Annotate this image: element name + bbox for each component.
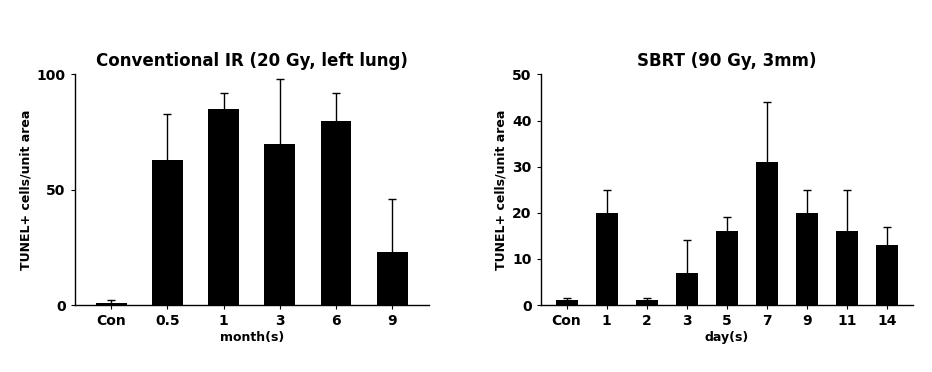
Bar xyxy=(716,231,738,305)
X-axis label: day(s): day(s) xyxy=(705,331,749,344)
Y-axis label: TUNEL+ cells/unit area: TUNEL+ cells/unit area xyxy=(495,109,508,270)
Bar xyxy=(876,245,898,305)
Bar xyxy=(836,231,858,305)
Bar xyxy=(596,213,618,305)
Y-axis label: TUNEL+ cells/unit area: TUNEL+ cells/unit area xyxy=(20,109,33,270)
Bar xyxy=(555,301,578,305)
Bar xyxy=(676,273,698,305)
Bar xyxy=(208,109,239,305)
Bar xyxy=(321,121,351,305)
Bar xyxy=(636,301,658,305)
Title: SBRT (90 Gy, 3mm): SBRT (90 Gy, 3mm) xyxy=(637,52,816,70)
Bar xyxy=(265,144,295,305)
X-axis label: month(s): month(s) xyxy=(220,331,283,344)
Bar xyxy=(377,252,407,305)
Bar xyxy=(96,303,127,305)
Bar xyxy=(796,213,818,305)
Title: Conventional IR (20 Gy, left lung): Conventional IR (20 Gy, left lung) xyxy=(96,52,407,70)
Bar xyxy=(756,162,778,305)
Bar xyxy=(152,160,183,305)
